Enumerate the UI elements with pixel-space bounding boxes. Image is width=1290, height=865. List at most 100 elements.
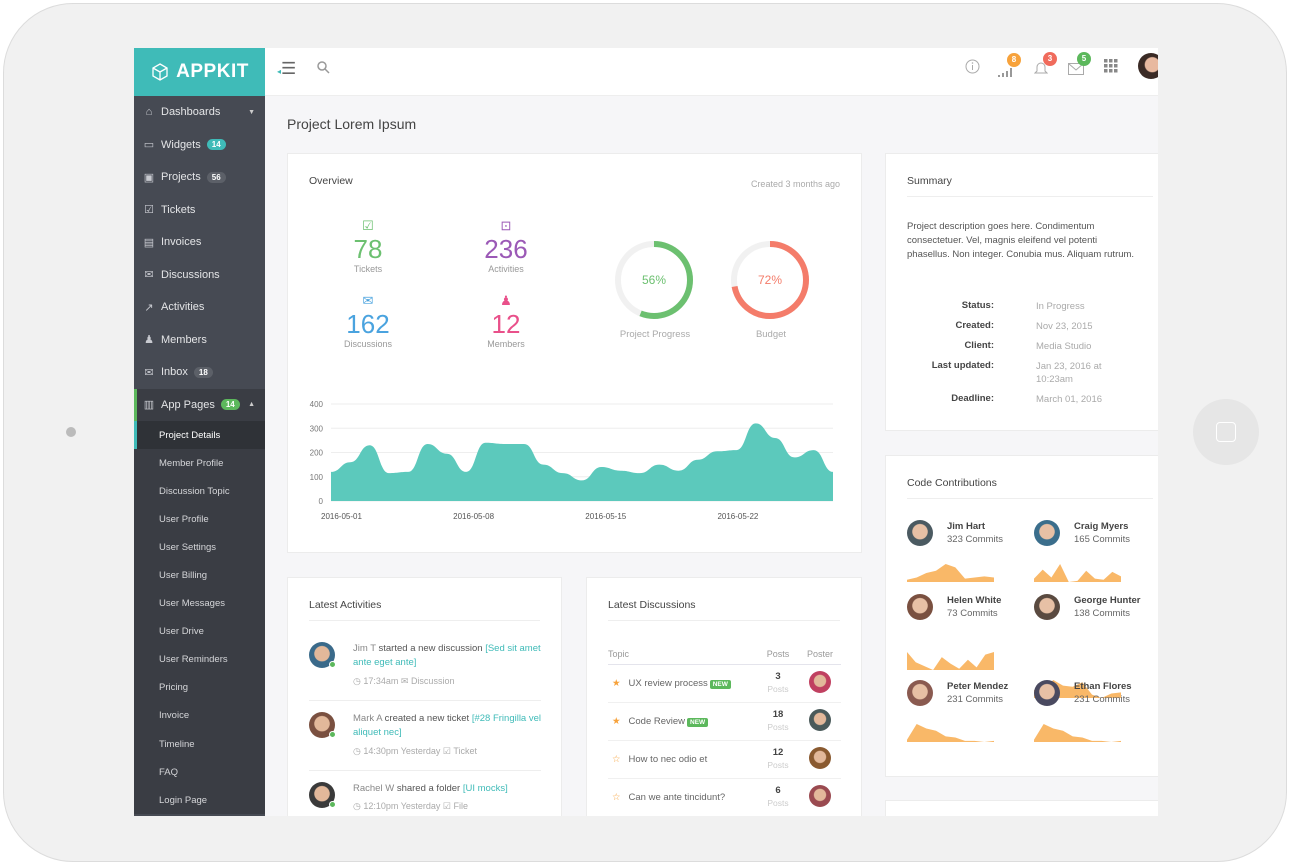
activity-target-link[interactable]: [Sed sit amet ante eget ante] — [353, 643, 541, 668]
table-row[interactable]: ★ Code Review NEW 18 Posts — [608, 702, 841, 741]
actor[interactable]: Mark A — [353, 713, 383, 724]
activity-target-link[interactable]: [#28 Fringilla vel aliquet nec] — [353, 713, 541, 738]
submenu-item-discussion-topic[interactable]: Discussion Topic — [159, 485, 230, 497]
user-avatar[interactable] — [1138, 53, 1158, 79]
sidebar-item-label: Tickets — [161, 203, 196, 216]
menu-toggle-icon[interactable]: ◂☰ — [277, 59, 297, 78]
poster-avatar[interactable] — [809, 670, 831, 693]
check-square-icon: ☑ — [440, 746, 454, 756]
contributor-name[interactable]: George Hunter — [1074, 595, 1141, 606]
online-indicator — [329, 731, 336, 738]
camera-dot — [66, 427, 76, 437]
col-topic: Topic — [608, 644, 757, 665]
posts-label: Posts — [767, 683, 789, 694]
sidebar-item-app-pages[interactable]: ▥ App Pages 14 ▲ — [134, 388, 265, 421]
poster-avatar[interactable] — [809, 784, 831, 807]
star-outline-icon[interactable]: ☆ — [612, 791, 621, 803]
submenu-item-user-profile[interactable]: User Profile — [159, 513, 209, 525]
sidebar-item-members[interactable]: ♟ Members — [134, 324, 265, 357]
sidebar-item-tickets[interactable]: ☑ Tickets — [134, 194, 265, 227]
field-value: Nov 23, 2015 — [1036, 321, 1093, 332]
topic-title[interactable]: How to nec odio et — [628, 753, 708, 765]
contributor-name[interactable]: Peter Mendez — [947, 681, 1009, 692]
submenu-item-login-page[interactable]: Login Page — [159, 794, 208, 806]
sidebar-item-discussions[interactable]: ✉ Discussions — [134, 259, 265, 292]
online-indicator — [329, 801, 336, 808]
avatar[interactable] — [1034, 680, 1060, 706]
divider — [907, 498, 1153, 499]
star-filled-icon[interactable]: ★ — [612, 677, 621, 689]
actor[interactable]: Rachel W — [353, 783, 395, 794]
divider — [309, 700, 541, 701]
check-square-icon: ☑ — [362, 218, 374, 233]
avatar[interactable] — [1034, 520, 1060, 546]
field-value: In Progress — [1036, 301, 1085, 312]
topic-cell: ☆ How to nec odio et — [608, 740, 757, 779]
x-tick-label: 2016-05-15 — [585, 512, 626, 521]
stat-activities: ⊡ 236 Activities — [446, 218, 566, 274]
messages-button[interactable]: 5 — [1068, 52, 1091, 79]
contributor-name[interactable]: Jim Hart — [947, 521, 986, 532]
activity-time: 12:10pm Yesterday — [363, 801, 441, 811]
messages-badge: 5 — [1077, 52, 1091, 66]
topic-title[interactable]: UX review process — [628, 677, 708, 689]
commit-count: 73 Commits — [947, 608, 998, 619]
sidebar-item-widgets[interactable]: ▭ Widgets 14 — [134, 129, 265, 162]
submenu-item-project-details[interactable]: Project Details — [134, 421, 265, 450]
poster-avatar[interactable] — [809, 746, 831, 769]
logo[interactable]: APPKIT — [134, 48, 265, 96]
avatar[interactable] — [1034, 594, 1060, 620]
submenu-item-invoice[interactable]: Invoice — [159, 710, 190, 722]
table-row[interactable]: ☆ Can we ante tincidunt? 6 Posts — [608, 778, 841, 816]
submenu-item-timeline[interactable]: Timeline — [159, 738, 195, 750]
sidebar-item-activities[interactable]: ↗ Activities — [134, 291, 265, 324]
star-outline-icon[interactable]: ☆ — [612, 753, 621, 765]
contributor-name[interactable]: Helen White — [947, 595, 1002, 606]
field-value[interactable]: Media Studio — [1036, 341, 1092, 352]
clock-icon: ◷ — [353, 801, 364, 811]
contributor-info: Ethan Flores 231 Commits — [1074, 680, 1158, 706]
contributor-name[interactable]: Ethan Flores — [1074, 681, 1132, 692]
poster-avatar[interactable] — [809, 708, 831, 731]
table-row[interactable]: ★ UX review process NEW 3 Posts — [608, 664, 841, 703]
topic-title[interactable]: Can we ante tincidunt? — [628, 791, 726, 803]
divider — [608, 620, 840, 621]
submenu-item-member-profile[interactable]: Member Profile — [159, 457, 224, 469]
submenu-item-user-settings[interactable]: User Settings — [159, 541, 217, 553]
submenu-item-user-drive[interactable]: User Drive — [159, 626, 204, 638]
avatar[interactable] — [907, 594, 933, 620]
next-card — [885, 800, 1158, 816]
poster-cell — [799, 702, 841, 741]
contributor-name[interactable]: Craig Myers — [1074, 521, 1129, 532]
topic-title[interactable]: Code Review — [628, 715, 686, 727]
sidebar-item-label: Projects — [161, 171, 201, 184]
home-button[interactable] — [1193, 399, 1259, 465]
sidebar-item-invoices[interactable]: ▤ Invoices — [134, 226, 265, 259]
avatar[interactable] — [907, 680, 933, 706]
contributor-info: Peter Mendez 231 Commits — [947, 680, 1037, 706]
activity-button[interactable]: 8 — [998, 53, 1021, 81]
sparkline — [1034, 564, 1121, 582]
submenu-item-faq[interactable]: FAQ — [159, 766, 179, 778]
submenu-item-user-billing[interactable]: User Billing — [159, 570, 208, 582]
donut-arc — [615, 241, 693, 319]
actor[interactable]: Jim T — [353, 643, 376, 654]
stat-tickets: ☑ 78 Tickets — [308, 218, 428, 274]
notifications-button[interactable]: 3 — [1033, 52, 1057, 79]
table-row[interactable]: ☆ How to nec odio et 12 Posts — [608, 740, 841, 779]
sidebar-item-projects[interactable]: ▣ Projects 56 — [134, 161, 265, 194]
avatar[interactable] — [907, 520, 933, 546]
apps-grid-icon[interactable] — [1104, 59, 1118, 73]
activity-target-link[interactable]: [UI mocks] — [462, 783, 508, 794]
submenu-item-user-messages[interactable]: User Messages — [159, 598, 225, 610]
sidebar-item-dashboards[interactable]: ⌂ Dashboards ▼ — [134, 96, 265, 129]
submenu-item-pricing[interactable]: Pricing — [159, 682, 189, 694]
sidebar-item-inbox[interactable]: ✉ Inbox 18 — [134, 356, 265, 389]
sparkline — [1034, 724, 1121, 742]
star-filled-icon[interactable]: ★ — [612, 715, 621, 727]
submenu-item-user-reminders[interactable]: User Reminders — [159, 654, 228, 666]
field-label: Created: — [955, 320, 994, 331]
sidebar-item-label: Widgets — [161, 138, 201, 151]
info-icon[interactable] — [965, 59, 980, 74]
search-icon[interactable] — [317, 61, 330, 74]
